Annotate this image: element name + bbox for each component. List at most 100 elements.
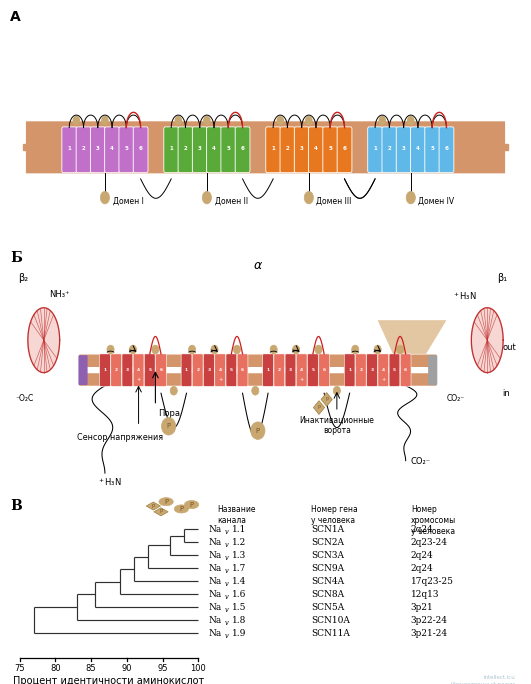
Text: Na: Na	[208, 629, 221, 638]
Text: Процент идентичности аминокислот: Процент идентичности аминокислот	[13, 676, 204, 684]
FancyBboxPatch shape	[100, 354, 110, 386]
Circle shape	[100, 192, 109, 204]
Text: v: v	[225, 567, 228, 575]
Text: 4: 4	[110, 146, 114, 151]
Text: α: α	[254, 259, 262, 272]
Circle shape	[174, 505, 189, 513]
Text: 1.6: 1.6	[233, 590, 247, 598]
Text: 2: 2	[196, 368, 199, 372]
Text: 3: 3	[402, 146, 406, 151]
FancyBboxPatch shape	[111, 354, 122, 386]
FancyBboxPatch shape	[237, 354, 248, 386]
Text: 4: 4	[300, 368, 303, 372]
Text: SCN2A: SCN2A	[311, 538, 345, 547]
Text: 1.4: 1.4	[233, 577, 247, 586]
Text: 3: 3	[126, 368, 129, 372]
Text: +: +	[218, 377, 222, 382]
Circle shape	[161, 417, 176, 435]
Text: 1: 1	[185, 368, 188, 372]
Text: Домен IV: Домен IV	[418, 196, 455, 206]
Text: in: in	[502, 389, 510, 397]
Text: CO₂⁻: CO₂⁻	[447, 395, 465, 404]
Circle shape	[170, 386, 177, 395]
Text: Домен II: Домен II	[215, 196, 247, 206]
Text: 2: 2	[286, 146, 289, 151]
Text: 90: 90	[122, 664, 132, 673]
Circle shape	[130, 345, 136, 354]
Text: Сенсор напряжения: Сенсор напряжения	[77, 432, 163, 442]
Text: SCN3A: SCN3A	[311, 551, 345, 560]
Text: 5: 5	[430, 146, 434, 151]
Text: β₁: β₁	[498, 274, 508, 283]
Text: P: P	[325, 397, 328, 402]
FancyBboxPatch shape	[164, 127, 178, 172]
Text: out: out	[502, 343, 516, 352]
FancyBboxPatch shape	[266, 127, 280, 172]
Text: Домен III: Домен III	[316, 196, 352, 206]
Text: 4: 4	[137, 368, 140, 372]
FancyBboxPatch shape	[79, 355, 88, 385]
Text: 5: 5	[393, 368, 396, 372]
Text: 5: 5	[328, 146, 332, 151]
Text: 1: 1	[373, 146, 377, 151]
FancyBboxPatch shape	[274, 354, 285, 386]
FancyBboxPatch shape	[439, 127, 454, 172]
FancyBboxPatch shape	[307, 354, 318, 386]
Text: 2: 2	[388, 146, 391, 151]
Text: 80: 80	[50, 664, 61, 673]
Text: P: P	[152, 503, 155, 508]
Circle shape	[397, 345, 404, 354]
Circle shape	[204, 116, 210, 124]
Circle shape	[175, 116, 182, 124]
Text: 1.5: 1.5	[233, 603, 247, 611]
Text: 75: 75	[14, 664, 25, 673]
FancyBboxPatch shape	[80, 354, 436, 367]
Circle shape	[306, 116, 312, 124]
Text: 3: 3	[208, 368, 210, 372]
FancyBboxPatch shape	[215, 354, 226, 386]
FancyBboxPatch shape	[367, 354, 378, 386]
Text: v: v	[225, 619, 228, 627]
Text: Na: Na	[208, 538, 221, 547]
Polygon shape	[146, 502, 160, 510]
Text: 6: 6	[241, 146, 244, 151]
FancyBboxPatch shape	[62, 127, 76, 172]
Text: 95: 95	[157, 664, 168, 673]
Circle shape	[184, 501, 199, 509]
Text: 2: 2	[82, 146, 85, 151]
Circle shape	[270, 345, 277, 354]
Text: v: v	[225, 606, 228, 614]
FancyBboxPatch shape	[309, 127, 323, 172]
Text: 5: 5	[226, 146, 230, 151]
Text: P: P	[318, 405, 321, 410]
Text: Пора: Пора	[158, 410, 180, 419]
FancyBboxPatch shape	[400, 354, 411, 386]
Text: 4: 4	[212, 146, 216, 151]
FancyBboxPatch shape	[226, 354, 237, 386]
FancyBboxPatch shape	[133, 354, 144, 386]
Text: 1.9: 1.9	[233, 629, 247, 638]
FancyBboxPatch shape	[378, 354, 389, 386]
Text: 2: 2	[359, 368, 362, 372]
FancyBboxPatch shape	[410, 127, 425, 172]
Circle shape	[277, 116, 284, 124]
Circle shape	[333, 386, 340, 395]
Text: 3: 3	[96, 146, 100, 151]
Polygon shape	[378, 320, 447, 354]
Text: SCN10A: SCN10A	[311, 616, 350, 625]
Text: P: P	[179, 506, 183, 512]
Text: SCN11A: SCN11A	[311, 629, 350, 638]
Text: 1: 1	[104, 368, 107, 372]
Text: 2: 2	[278, 368, 281, 372]
Circle shape	[102, 116, 108, 124]
FancyBboxPatch shape	[382, 127, 397, 172]
Text: В: В	[10, 499, 22, 513]
Text: NH₃⁺: NH₃⁺	[49, 290, 70, 299]
Text: 2q24: 2q24	[411, 551, 433, 560]
Text: 85: 85	[86, 664, 97, 673]
Circle shape	[374, 345, 381, 354]
Text: 4: 4	[219, 368, 222, 372]
Text: 3: 3	[371, 368, 373, 372]
Text: Na: Na	[208, 603, 221, 611]
FancyBboxPatch shape	[428, 355, 438, 385]
